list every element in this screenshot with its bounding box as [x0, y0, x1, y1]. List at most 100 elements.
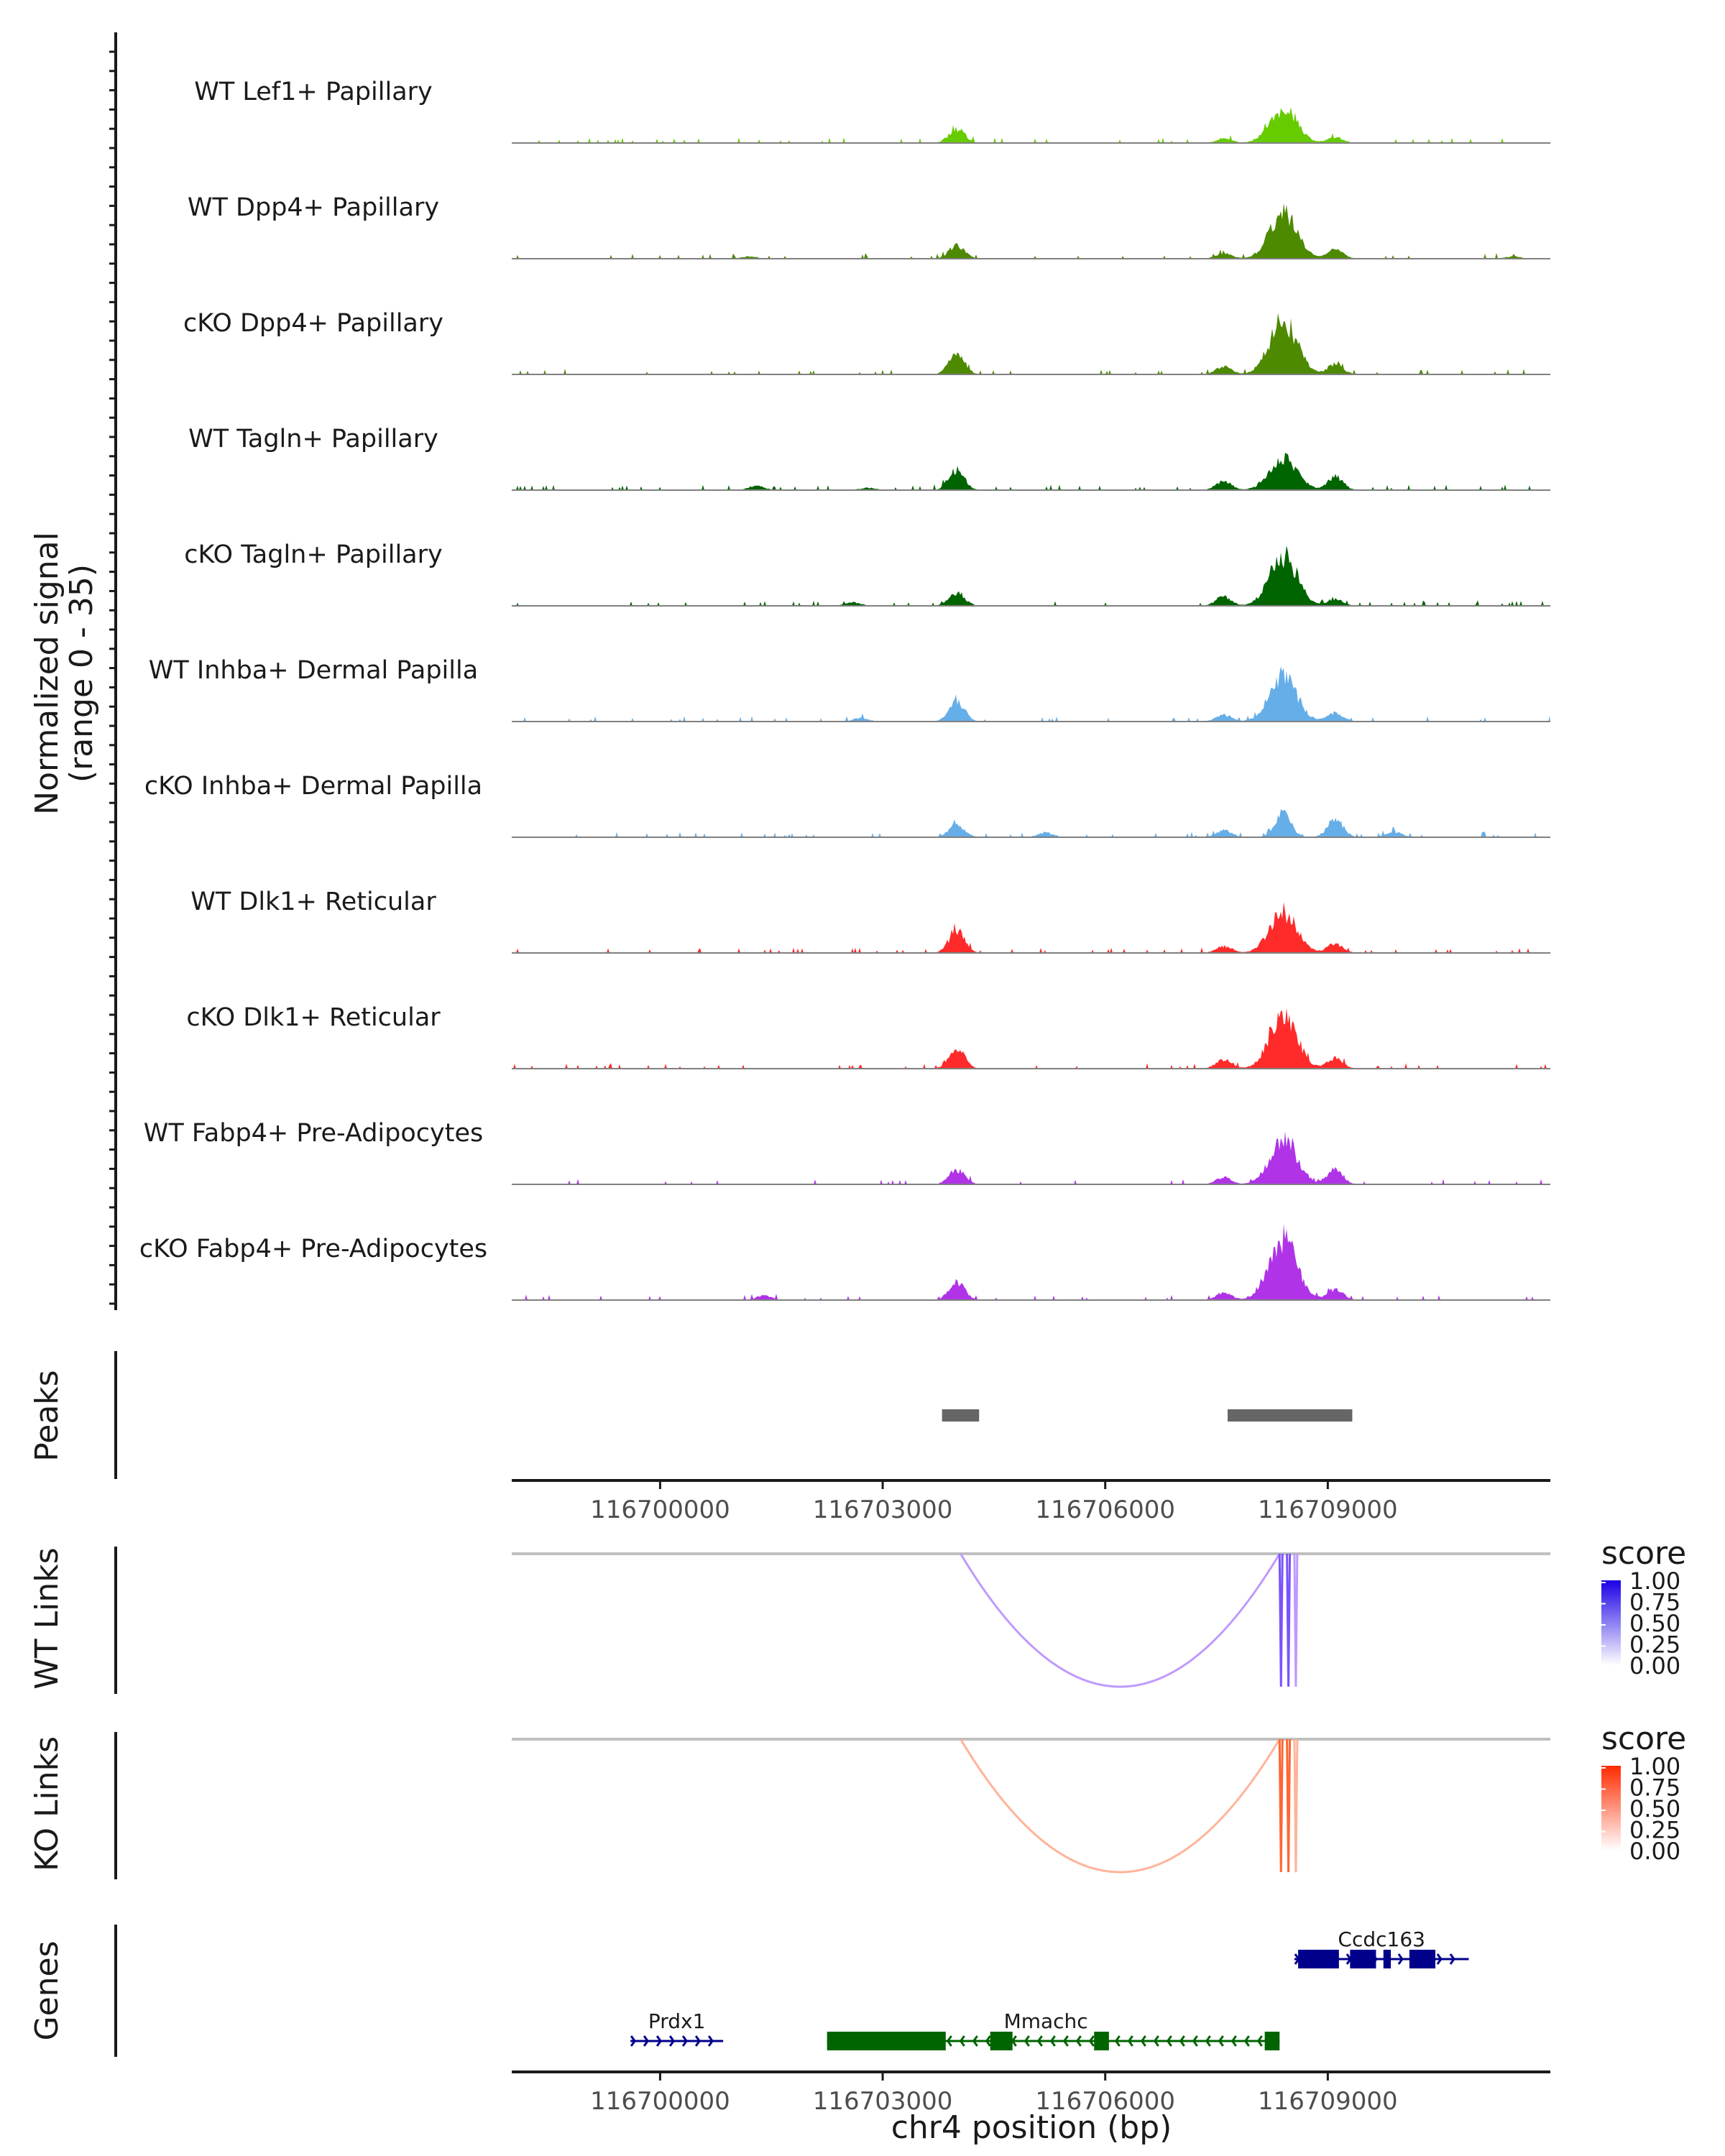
- legend-value: 1.00: [1629, 1753, 1680, 1780]
- track-label: cKO Fabp4+ Pre-Adipocytes: [139, 1235, 487, 1263]
- coverage-track: WT Dpp4+ Papillary: [188, 193, 1550, 259]
- coverage-track: WT Inhba+ Dermal Papilla: [149, 656, 1550, 722]
- strand-arrow: [656, 2035, 662, 2047]
- coverage-track: WT Tagln+ Papillary: [188, 425, 1550, 491]
- coverage-area: [512, 808, 1550, 837]
- coverage-track: cKO Tagln+ Papillary: [184, 540, 1550, 607]
- exon: [1298, 1950, 1339, 1968]
- strand-arrow: [1449, 1953, 1455, 1965]
- coverage-track: cKO Fabp4+ Pre-Adipocytes: [139, 1224, 1550, 1301]
- strand-arrow: [972, 2035, 978, 2047]
- legend-value: 1.00: [1629, 1567, 1680, 1595]
- strand-arrow: [1218, 2035, 1224, 2047]
- legend-value: 0.00: [1629, 1652, 1680, 1680]
- coverage-track: WT Lef1+ Papillary: [194, 78, 1550, 144]
- genes-track: Ccdc163 Prdx1 Mmachc: [114, 1925, 1469, 2057]
- exon: [1094, 2032, 1109, 2050]
- x-tick-label: 116706000: [1035, 2087, 1175, 2116]
- strand-arrow: [1179, 2035, 1185, 2047]
- strand-arrow: [946, 2035, 952, 2047]
- strand-arrow: [707, 2035, 714, 2047]
- links-track-label: KO Links: [29, 1736, 65, 1871]
- coverage-tracks: WT Lef1+ Papillary WT Dpp4+ Papillary cKO …: [139, 78, 1550, 1301]
- coverage-area: [512, 545, 1550, 606]
- coverage-track: cKO Inhba+ Dermal Papilla: [144, 772, 1550, 838]
- track-label: WT Inhba+ Dermal Papilla: [149, 656, 478, 685]
- x-axis-title: chr4 position (bp): [891, 2109, 1172, 2146]
- link-short-arc: [1278, 1738, 1284, 1873]
- track-label: cKO Tagln+ Papillary: [184, 540, 443, 569]
- track-label: WT Dpp4+ Papillary: [188, 193, 439, 222]
- strand-arrow: [1166, 2035, 1172, 2047]
- legend-value: 0.50: [1629, 1795, 1680, 1823]
- exon: [1409, 1950, 1436, 1968]
- x-tick-label: 116706000: [1035, 1496, 1175, 1524]
- coverage-area: [512, 313, 1550, 374]
- strand-arrow: [1024, 2035, 1030, 2047]
- coverage-area: [512, 203, 1550, 259]
- strand-arrow: [1062, 2035, 1069, 2047]
- exon: [1350, 1950, 1376, 1968]
- x-axis-bottom: 116700000 116703000 116706000 116709000: [512, 2070, 1550, 2116]
- coverage-area: [512, 902, 1550, 953]
- strand-arrow: [1205, 2035, 1211, 2047]
- gene-model: Mmachc: [827, 2009, 1280, 2050]
- legend-colorbar: [1601, 1766, 1621, 1851]
- coverage-track: WT Fabp4+ Pre-Adipocytes: [144, 1119, 1550, 1185]
- x-tick-label: 116709000: [1258, 1496, 1398, 1524]
- strand-arrow: [668, 2035, 675, 2047]
- y-axis-range-label: (range 0 - 35): [63, 564, 100, 783]
- legend-value: 0.50: [1629, 1610, 1680, 1637]
- strand-arrow: [1436, 1953, 1443, 1965]
- legend-title: score: [1601, 1720, 1686, 1757]
- legend-value: 0.25: [1629, 1817, 1680, 1844]
- gene-name: Mmachc: [1004, 2009, 1088, 2033]
- peaks-track-label: Peaks: [29, 1370, 65, 1461]
- coverage-track: WT Dlk1+ Reticular: [190, 888, 1550, 954]
- strand-arrow: [681, 2035, 688, 2047]
- exon: [1264, 2032, 1280, 2050]
- coverage-area: [512, 1008, 1550, 1069]
- link-short-arc: [1293, 1553, 1299, 1687]
- link-arc: [960, 1738, 1281, 1874]
- strand-arrow: [1397, 1953, 1404, 1965]
- legend-title: score: [1601, 1535, 1686, 1572]
- strand-arrow: [1256, 2035, 1263, 2047]
- gene-model: Prdx1: [630, 2009, 724, 2047]
- y-axis-title: Normalized signal: [29, 532, 65, 815]
- track-label: cKO Dlk1+ Reticular: [186, 1003, 441, 1032]
- strand-arrow: [694, 2035, 701, 2047]
- links-track-label: WT Links: [29, 1547, 65, 1689]
- coverage-area: [512, 1224, 1550, 1300]
- signal-y-axis: [109, 32, 117, 1310]
- strand-arrow: [1114, 2035, 1121, 2047]
- legend-colorbar: [1601, 1580, 1621, 1665]
- legend-value: 0.25: [1629, 1631, 1680, 1659]
- strand-arrow: [1036, 2035, 1043, 2047]
- strand-arrow: [1075, 2035, 1082, 2047]
- track-label: WT Tagln+ Papillary: [188, 425, 438, 453]
- strand-arrow: [1140, 2035, 1146, 2047]
- x-tick-label: 116703000: [813, 2087, 953, 2116]
- track-label: cKO Inhba+ Dermal Papilla: [144, 772, 482, 801]
- track-label: WT Dlk1+ Reticular: [190, 888, 436, 916]
- track-label: WT Fabp4+ Pre-Adipocytes: [144, 1119, 483, 1148]
- track-label: cKO Dpp4+ Papillary: [183, 309, 443, 338]
- x-tick-label: 116700000: [590, 1496, 730, 1524]
- strand-arrow: [1088, 2035, 1095, 2047]
- track-label: WT Lef1+ Papillary: [194, 78, 433, 106]
- exon: [827, 2032, 946, 2050]
- genes-track-label: Genes: [29, 1940, 65, 2040]
- strand-arrow: [985, 2035, 991, 2047]
- gene-name: Prdx1: [648, 2009, 706, 2033]
- coverage-area: [512, 107, 1550, 143]
- strand-arrow: [643, 2035, 649, 2047]
- strand-arrow: [1230, 2035, 1237, 2047]
- link-arc: [960, 1553, 1281, 1688]
- strand-arrow: [959, 2035, 965, 2047]
- coverage-area: [512, 666, 1550, 722]
